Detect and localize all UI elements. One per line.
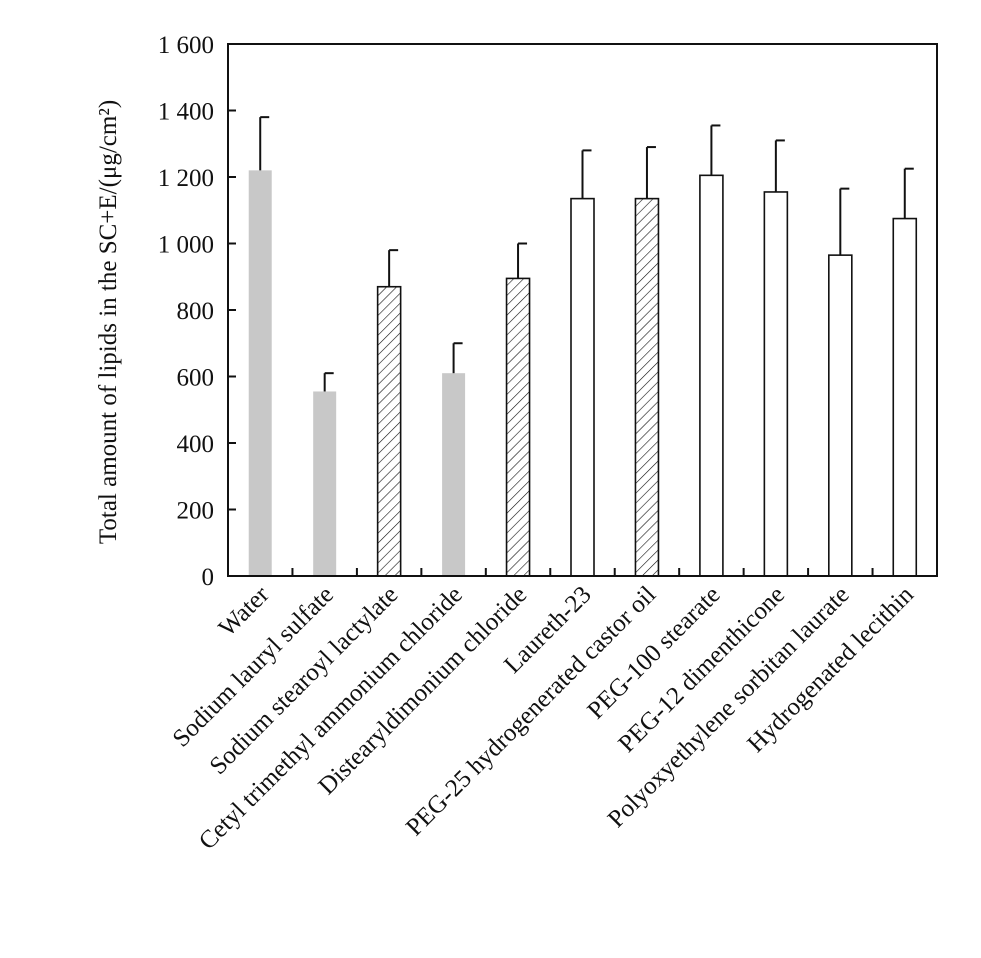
y-tick-label: 1 000: [158, 232, 214, 259]
y-tick-label: 400: [177, 431, 215, 458]
y-tick-label: 1 600: [158, 32, 214, 59]
bar: [248, 170, 272, 576]
y-tick-label: 800: [177, 298, 215, 325]
bar: [505, 277, 531, 577]
bar: [634, 197, 660, 577]
y-tick-label: 0: [202, 564, 215, 591]
bar: [699, 174, 724, 577]
bar: [763, 191, 789, 577]
bar: [828, 254, 853, 577]
bar: [313, 391, 337, 576]
y-tick-label: 200: [177, 498, 215, 525]
y-axis-title: Total amount of lipids in the SC+E/(μg/c…: [95, 100, 122, 544]
bars: [248, 116, 918, 577]
x-axis-ticks: [291, 568, 874, 576]
bar: [442, 373, 466, 576]
bar: [570, 197, 595, 577]
y-axis-ticks: 0 200 400 600 800 1 000 1 200 1 400 1 600: [158, 32, 236, 591]
y-tick-label: 1 200: [158, 165, 214, 192]
y-tick-label: 600: [177, 365, 215, 392]
bar: [376, 285, 402, 577]
y-tick-label: 1 400: [158, 99, 214, 126]
bar: [892, 217, 918, 577]
x-category-label: Water: [214, 581, 275, 642]
